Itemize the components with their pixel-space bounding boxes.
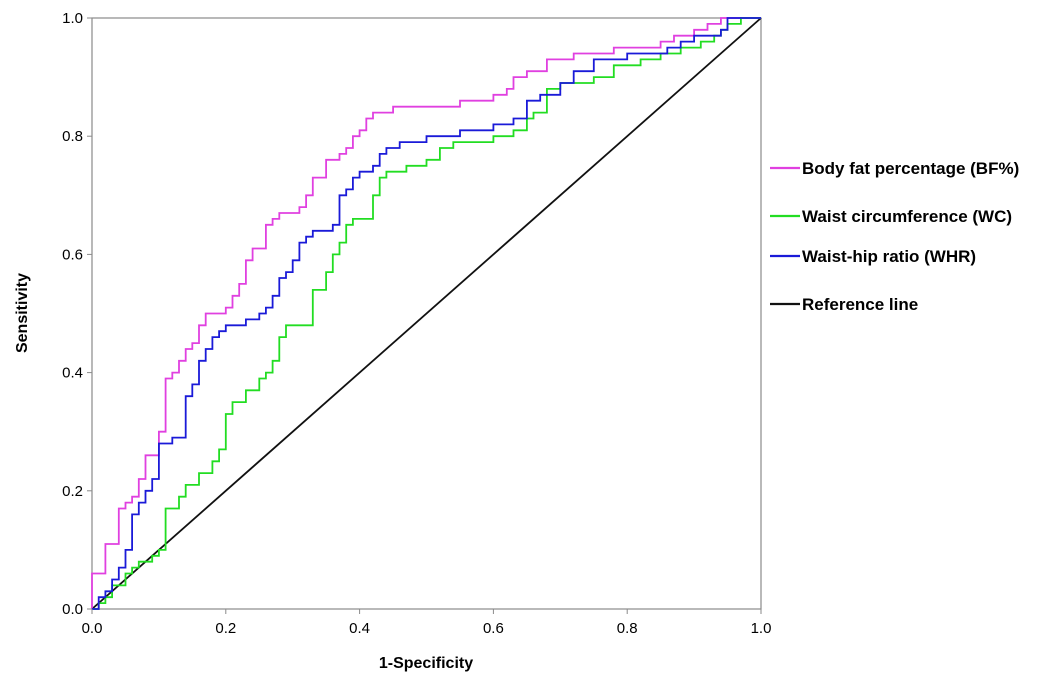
- y-tick-label: 0.6: [62, 246, 83, 263]
- x-tick-label: 0.2: [215, 620, 236, 637]
- axis-ticks: 0.0 0.2 0.4 0.6 0.8 1.0 0.0 0.2 0.4 0.6 0.8 1.0: [62, 10, 771, 637]
- y-tick-label: 0.2: [62, 483, 83, 500]
- x-tick-label: 1.0: [751, 620, 772, 637]
- legend-item-waist-hip-ratio-whr: Waist-hip ratio (WHR): [770, 247, 976, 266]
- y-tick-label: 0.0: [62, 601, 83, 618]
- y-tick-label: 0.8: [62, 128, 83, 145]
- legend-label: Reference line: [802, 295, 918, 314]
- x-tick-label: 0.6: [483, 620, 504, 637]
- legend-item-waist-circumference-wc: Waist circumference (WC): [770, 207, 1012, 226]
- x-tick-label: 0.4: [349, 620, 370, 637]
- x-tick-label: 0.8: [617, 620, 638, 637]
- y-tick-label: 0.4: [62, 365, 83, 382]
- legend: Body fat percentage (BF%) Waist circumfer…: [770, 159, 1019, 314]
- series-line-waist-circumference-wc: [92, 17, 761, 610]
- legend-label: Waist-hip ratio (WHR): [802, 247, 976, 266]
- series-line-reference-line: [91, 17, 762, 610]
- y-tick-label: 1.0: [62, 10, 83, 27]
- y-axis-title: Sensitivity: [14, 273, 31, 353]
- legend-item-body-fat-percentage-bf: Body fat percentage (BF%): [770, 159, 1019, 178]
- legend-item-reference-line: Reference line: [770, 295, 918, 314]
- legend-label: Body fat percentage (BF%): [802, 159, 1019, 178]
- series-line-waist-hip-ratio-whr: [92, 17, 761, 610]
- reference-series: [91, 17, 762, 610]
- x-tick-label: 0.0: [82, 620, 103, 637]
- legend-label: Waist circumference (WC): [802, 207, 1012, 226]
- curve-series: [91, 17, 761, 610]
- x-axis-title: 1-Specificity: [379, 655, 473, 672]
